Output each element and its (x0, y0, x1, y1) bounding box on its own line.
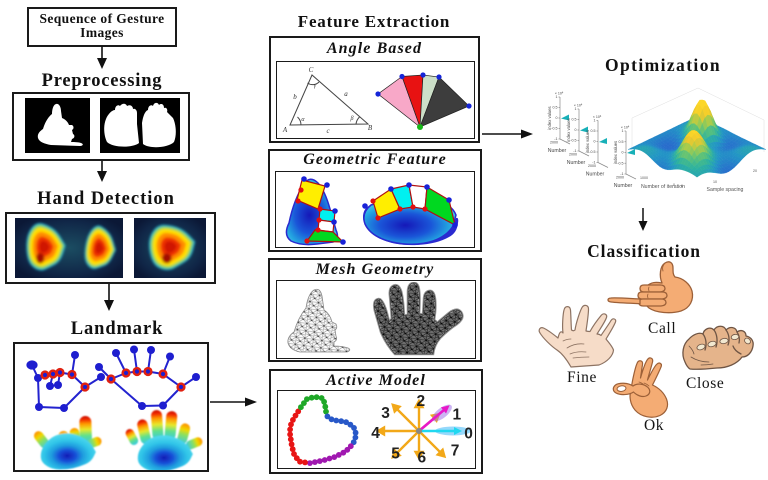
svg-text:0: 0 (464, 426, 473, 443)
svg-text:2000: 2000 (616, 176, 624, 180)
svg-text:5: 5 (391, 446, 400, 463)
svg-text:β: β (350, 116, 354, 122)
svg-text:Number of iteration: Number of iteration (641, 184, 685, 190)
svg-text:C: C (309, 66, 314, 74)
svg-text:1: 1 (556, 95, 558, 99)
svg-text:Number: Number (548, 148, 567, 154)
svg-text:0: 0 (622, 151, 624, 155)
svg-text:1: 1 (594, 119, 596, 123)
svg-text:× 104: × 104 (621, 126, 630, 130)
svg-text:c: c (326, 127, 330, 135)
svg-text:2000: 2000 (550, 141, 558, 145)
svg-text:1000: 1000 (640, 176, 648, 180)
svg-text:-0.5: -0.5 (617, 161, 623, 165)
svg-text:0: 0 (575, 128, 577, 132)
svg-text:Sample spacing: Sample spacing (707, 187, 744, 193)
svg-text:-1: -1 (554, 137, 557, 141)
svg-text:0: 0 (673, 183, 675, 187)
svg-text:0.5: 0.5 (619, 140, 624, 144)
svg-text:20: 20 (753, 169, 757, 173)
svg-text:1: 1 (622, 129, 624, 133)
svg-text:× 104: × 104 (555, 92, 564, 96)
svg-text:1: 1 (452, 407, 461, 424)
svg-text:-0.5: -0.5 (589, 150, 595, 154)
svg-text:6: 6 (681, 184, 683, 188)
svg-text:× 104: × 104 (574, 104, 583, 108)
svg-text:index values: index values (613, 141, 618, 164)
svg-text:index values: index values (547, 106, 552, 129)
svg-text:index values: index values (585, 130, 590, 153)
svg-text:B: B (368, 124, 373, 132)
svg-text:-0.5: -0.5 (551, 127, 557, 131)
svg-text:-1: -1 (573, 149, 576, 153)
svg-text:A: A (282, 126, 288, 134)
svg-text:7: 7 (451, 443, 460, 460)
svg-text:3: 3 (381, 405, 390, 422)
svg-text:× 104: × 104 (593, 115, 602, 119)
svg-text:index values: index values (566, 118, 571, 141)
svg-text:-1: -1 (592, 161, 595, 165)
svg-text:-0.5: -0.5 (570, 139, 576, 143)
svg-text:Number: Number (586, 172, 605, 178)
svg-text:0.5: 0.5 (572, 118, 577, 122)
svg-text:Number: Number (567, 160, 586, 166)
svg-text:4: 4 (371, 425, 380, 442)
svg-text:0.5: 0.5 (553, 106, 558, 110)
svg-text:Number: Number (614, 183, 633, 189)
svg-text:b: b (293, 93, 297, 101)
svg-text:γ: γ (314, 83, 317, 89)
svg-text:2: 2 (416, 393, 425, 410)
svg-text:-1: -1 (620, 172, 623, 176)
svg-text:0: 0 (594, 140, 596, 144)
svg-text:6: 6 (417, 450, 426, 467)
svg-text:2000: 2000 (569, 153, 577, 157)
svg-text:0: 0 (556, 116, 558, 120)
svg-text:10: 10 (713, 180, 717, 184)
svg-text:α: α (301, 117, 305, 123)
svg-text:2000: 2000 (588, 164, 596, 168)
svg-text:a: a (344, 90, 348, 98)
svg-text:1: 1 (575, 107, 577, 111)
svg-text:0.5: 0.5 (591, 129, 596, 133)
